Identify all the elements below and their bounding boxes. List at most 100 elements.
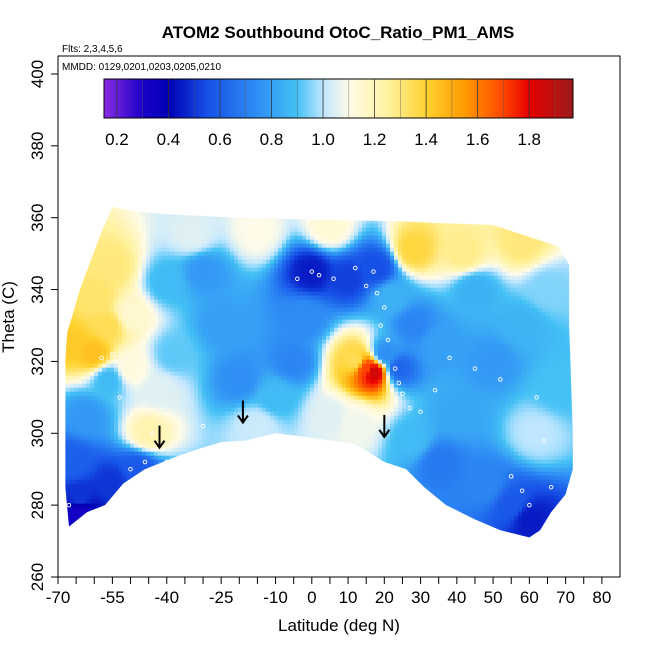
field-cell xyxy=(150,231,155,237)
field-cell xyxy=(390,335,395,341)
field-cell xyxy=(378,211,383,217)
field-cell xyxy=(538,343,543,349)
field-cell xyxy=(118,315,123,321)
field-cell xyxy=(366,243,371,249)
field-cell xyxy=(234,335,239,341)
field-cell xyxy=(542,231,547,237)
field-cell xyxy=(530,327,535,333)
field-cell xyxy=(454,287,459,293)
field-cell xyxy=(130,347,135,353)
field-cell xyxy=(150,279,155,285)
field-cell xyxy=(534,263,539,269)
field-cell xyxy=(466,347,471,353)
field-cell xyxy=(70,319,75,325)
field-cell xyxy=(170,200,174,204)
field-cell xyxy=(346,206,351,209)
field-cell xyxy=(330,291,335,297)
field-cell xyxy=(358,231,363,237)
field-cell xyxy=(110,227,115,233)
field-cell xyxy=(178,215,183,221)
field-cell xyxy=(510,315,515,321)
field-cell xyxy=(566,206,571,209)
field-cell xyxy=(506,207,511,213)
field-cell xyxy=(154,239,159,245)
field-cell xyxy=(246,255,251,261)
field-cell xyxy=(298,219,303,225)
field-cell xyxy=(362,259,367,265)
field-cell xyxy=(66,287,71,293)
field-cell xyxy=(182,259,187,265)
field-cell xyxy=(186,259,191,265)
field-cell xyxy=(474,331,479,337)
field-cell xyxy=(210,279,215,285)
field-cell xyxy=(78,323,83,329)
field-cell xyxy=(542,219,547,225)
field-cell xyxy=(106,259,111,265)
field-cell xyxy=(310,279,315,285)
field-cell xyxy=(322,227,327,233)
field-cell xyxy=(294,283,299,289)
field-cell xyxy=(482,323,487,329)
field-cell xyxy=(206,343,211,349)
field-cell xyxy=(470,207,475,213)
field-cell xyxy=(110,319,115,325)
field-cell xyxy=(478,303,483,309)
field-cell xyxy=(538,287,543,293)
field-cell xyxy=(538,319,543,325)
field-cell xyxy=(578,300,582,304)
field-cell xyxy=(142,227,147,233)
field-cell xyxy=(78,307,83,313)
field-cell xyxy=(250,343,255,349)
field-cell xyxy=(554,206,559,209)
field-cell xyxy=(578,252,582,256)
field-cell xyxy=(398,259,403,265)
field-cell xyxy=(238,299,243,305)
field-cell xyxy=(258,231,263,237)
field-cell xyxy=(370,335,375,341)
field-cell xyxy=(574,272,578,276)
field-cell xyxy=(258,275,263,281)
field-cell xyxy=(274,299,279,305)
field-cell xyxy=(74,311,79,317)
field-cell xyxy=(370,327,375,333)
field-cell xyxy=(482,311,487,317)
field-cell xyxy=(122,239,127,245)
field-cell xyxy=(278,327,283,333)
field-cell xyxy=(118,263,123,269)
field-cell xyxy=(198,215,203,221)
field-cell xyxy=(206,319,211,325)
field-cell xyxy=(158,200,162,204)
field-cell xyxy=(338,295,343,301)
field-cell xyxy=(578,200,582,204)
field-cell xyxy=(70,275,75,281)
field-cell xyxy=(310,291,315,297)
field-cell xyxy=(506,307,511,313)
field-cell xyxy=(526,311,531,317)
field-cell xyxy=(566,323,571,329)
field-cell xyxy=(86,311,91,317)
field-cell xyxy=(358,275,363,281)
field-cell xyxy=(574,312,578,316)
field-cell xyxy=(278,315,283,321)
field-cell xyxy=(450,267,455,273)
field-cell xyxy=(162,275,167,281)
field-cell xyxy=(422,283,427,289)
field-cell xyxy=(90,231,95,237)
field-cell xyxy=(410,251,415,257)
field-cell xyxy=(126,339,131,345)
field-cell xyxy=(310,339,315,345)
field-cell xyxy=(498,275,503,281)
field-cell xyxy=(406,227,411,233)
field-cell xyxy=(110,206,115,209)
field-cell xyxy=(262,259,267,265)
field-cell xyxy=(526,251,531,257)
field-cell xyxy=(310,303,315,309)
field-cell xyxy=(378,347,383,353)
field-cell xyxy=(230,303,235,309)
field-cell xyxy=(470,343,475,349)
field-cell xyxy=(114,243,119,249)
field-cell xyxy=(438,331,443,337)
field-cell xyxy=(418,279,423,285)
field-cell xyxy=(118,275,123,281)
field-cell xyxy=(350,327,355,333)
